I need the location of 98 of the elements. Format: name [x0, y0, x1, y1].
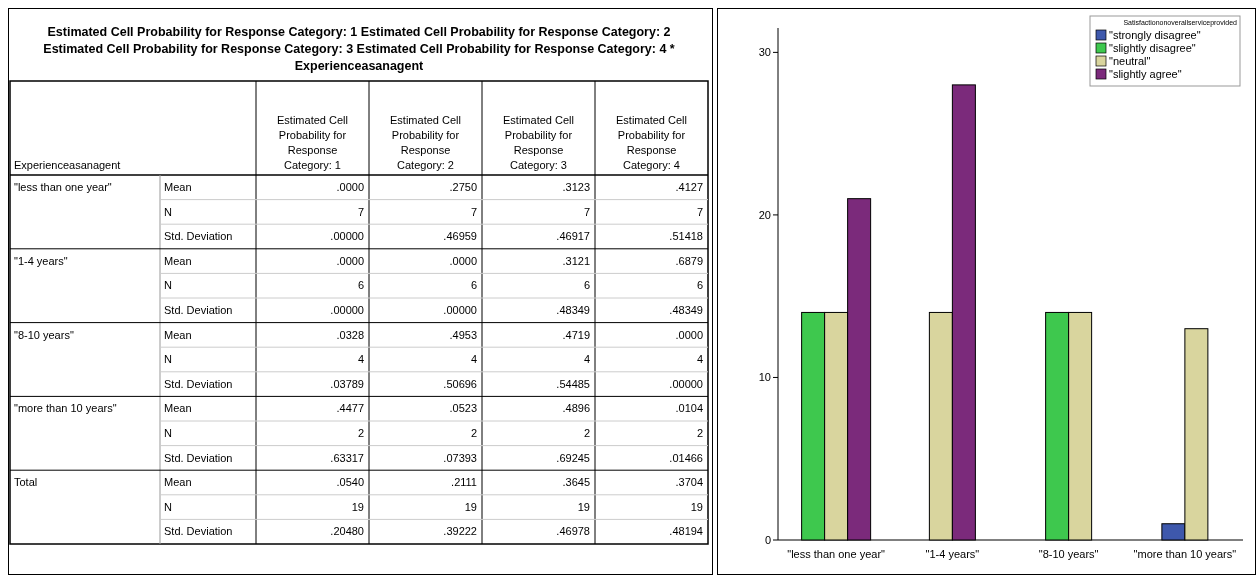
text: .50696	[443, 377, 477, 390]
text: 19	[690, 500, 703, 513]
text: 2	[357, 427, 364, 439]
text: .0000	[336, 181, 364, 193]
text: .2111	[451, 476, 477, 489]
category-label: Total	[14, 476, 38, 489]
text: .46917	[556, 230, 590, 243]
text: 7	[470, 205, 477, 218]
category-label: Mean	[164, 328, 192, 341]
category-label: "more than 10 years"	[14, 402, 117, 415]
text: 6	[696, 279, 703, 292]
y-tick-label: 30	[758, 46, 771, 59]
category-label: Estimated Cell Probability for Response Category: 3	[503, 114, 574, 171]
text: 19	[351, 500, 364, 513]
text: .0523	[449, 402, 477, 415]
text: 2	[470, 427, 477, 439]
text: .54485	[556, 377, 590, 390]
text: .00000	[669, 377, 703, 390]
text: .01466	[669, 451, 703, 464]
text: Estimated Cell Probability for Response Category: 1 Estimated Cell Probability for Response Category: 2 Estimated Cell Probability for Response Category: 3 Estimated Cell Probability for Response Category: 4 * Experienceasanagent	[43, 25, 675, 73]
legend-label: "slightly agree"	[1109, 68, 1182, 80]
text: 4	[470, 353, 477, 366]
x-tick-label: "1-4 years"	[925, 548, 980, 560]
text: .3121	[562, 254, 590, 267]
category-label: N	[164, 205, 172, 218]
text: .6879	[675, 254, 703, 267]
text: 4	[357, 353, 364, 366]
x-tick-label: "less than one year"	[787, 548, 886, 560]
category-label: Std. Deviation	[164, 377, 233, 390]
category-label: N	[164, 353, 172, 366]
text: .03789	[330, 377, 364, 390]
text: 7	[357, 205, 364, 218]
text: .39222	[443, 525, 477, 538]
text: 7	[696, 205, 703, 218]
category-label: Std. Deviation	[164, 230, 233, 243]
category-label: Estimated Cell Probability for Response Category: 4	[616, 114, 687, 171]
category-label: Std. Deviation	[164, 451, 233, 464]
category-label: Estimated Cell Probability for Response Category: 2	[390, 114, 461, 171]
x-tick-label: "8-10 years"	[1038, 548, 1099, 560]
text: .4719	[562, 328, 590, 341]
category-label: N	[164, 500, 172, 513]
category-label: "less than one year"	[14, 181, 112, 193]
category-label: "8-10 years"	[14, 328, 74, 341]
category-label: Std. Deviation	[164, 525, 233, 538]
text: .0540	[336, 476, 364, 489]
text: 6	[357, 279, 364, 292]
text: .20480	[330, 525, 364, 538]
text: .48194	[669, 525, 703, 538]
text: .0000	[675, 328, 703, 341]
text: 6	[470, 279, 477, 292]
y-tick-label: 0	[764, 533, 771, 546]
text: .69245	[556, 451, 590, 464]
text: 4	[696, 353, 703, 366]
text: .0000	[449, 254, 477, 267]
category-label: Mean	[164, 254, 192, 267]
text: 19	[577, 500, 590, 513]
category-label: Mean	[164, 181, 192, 193]
text: .0104	[675, 402, 703, 415]
text: .46959	[443, 230, 477, 243]
category-label: Mean	[164, 402, 192, 415]
text: .07393	[443, 451, 477, 464]
category-label: N	[164, 279, 172, 292]
text: .48349	[556, 304, 590, 316]
text: 6	[583, 279, 590, 292]
text: 7	[583, 205, 590, 218]
text: .00000	[330, 230, 364, 243]
text: .63317	[330, 451, 364, 464]
text: .0000	[336, 254, 364, 267]
text: .0328	[336, 328, 364, 341]
text: .00000	[330, 304, 364, 316]
text: 4	[583, 353, 590, 366]
legend-label: "neutral"	[1109, 55, 1151, 67]
text: 19	[464, 500, 477, 513]
category-label: Estimated Cell Probability for Response Category: 1	[277, 114, 348, 171]
y-tick-label: 20	[758, 208, 771, 221]
category-label: Mean	[164, 476, 192, 489]
text: .3123	[562, 181, 590, 193]
text: .2750	[449, 181, 477, 193]
text: .00000	[443, 304, 477, 316]
legend-label: "strongly disagree"	[1109, 29, 1201, 41]
category-label: N	[164, 427, 172, 439]
text: .4477	[336, 402, 364, 415]
category-label: Std. Deviation	[164, 304, 233, 316]
text: .4896	[562, 402, 590, 415]
category-label: "1-4 years"	[14, 254, 68, 267]
text: .4127	[675, 181, 703, 193]
text: .46978	[556, 525, 590, 538]
text: .48349	[669, 304, 703, 316]
text: .3704	[675, 476, 703, 489]
x-tick-label: "more than 10 years"	[1133, 548, 1237, 560]
text: 2	[696, 427, 703, 439]
text: .4953	[449, 328, 477, 341]
text: 2	[583, 427, 590, 439]
text: .3645	[562, 476, 590, 489]
text: Experienceasanagent	[14, 159, 121, 171]
y-tick-label: 10	[758, 371, 771, 384]
legend-label: "slightly disagree"	[1109, 42, 1196, 54]
text: .51418	[669, 230, 703, 243]
